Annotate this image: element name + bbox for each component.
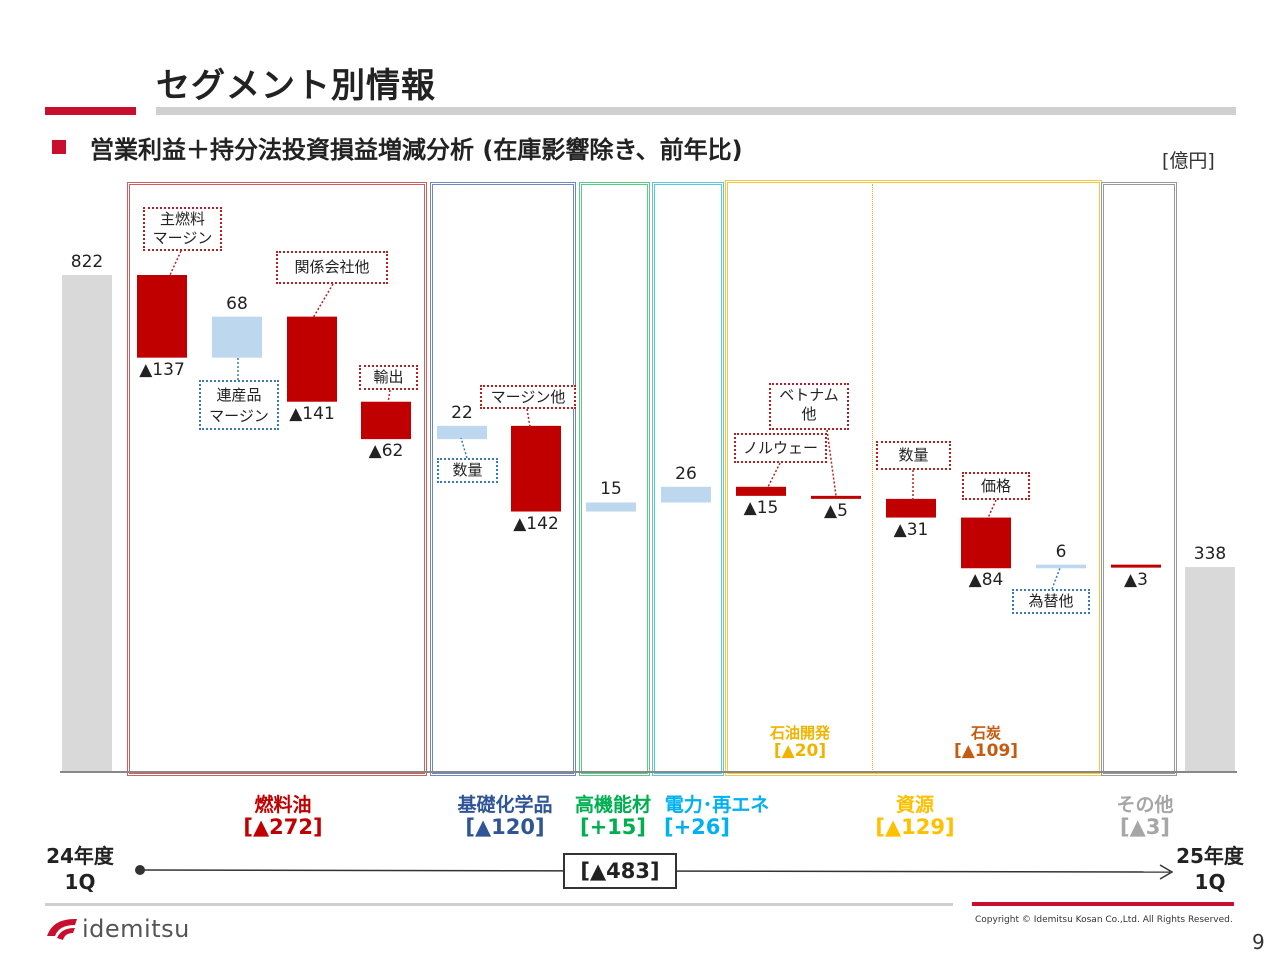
subsegment-label-coal: 石炭 <box>970 724 1001 742</box>
title-underline <box>156 107 1236 115</box>
bar-value-label: ▲142 <box>513 513 559 534</box>
callout-margin-other: マージン他 <box>480 385 576 409</box>
period-arrow-head <box>1159 864 1174 880</box>
total-change-box: [▲483] <box>563 853 677 889</box>
bar-value-label: 6 <box>1055 541 1067 562</box>
increase-bar <box>437 425 487 440</box>
decrease-bar <box>811 495 861 499</box>
bar-value-label: ▲137 <box>139 359 185 380</box>
decrease-bar <box>1111 564 1161 568</box>
total-bar <box>1185 567 1235 771</box>
idemitsu-logo-icon <box>47 918 77 940</box>
total-bar <box>62 275 112 771</box>
period-start-label: 24年度 1Q <box>46 844 114 894</box>
callout-volume-coal: 数量 <box>876 441 951 470</box>
page-title: セグメント別情報 <box>156 66 436 106</box>
increase-bar <box>1036 564 1086 569</box>
bar-value-label: ▲5 <box>824 500 848 521</box>
segment-label-resources: 資源 <box>895 794 934 816</box>
callout-main-fuel-margin: 主燃料 マージン <box>143 207 222 251</box>
subsegment-value-oil-dev: [▲20] <box>773 741 827 761</box>
bar-value-label: 22 <box>451 402 473 423</box>
waterfall-chart <box>62 250 1235 771</box>
increase-bar <box>661 486 711 503</box>
callout-norway: ノルウェー <box>734 433 827 463</box>
bullet-square-icon <box>52 140 66 154</box>
decrease-bar <box>361 401 411 440</box>
increase-bar <box>586 502 636 512</box>
bar-value-label: 338 <box>1193 544 1227 565</box>
callout-connector <box>460 437 468 459</box>
segment-value-resources: [▲129] <box>875 815 955 839</box>
callout-connector <box>1051 567 1061 590</box>
bar-value-label: ▲84 <box>968 570 1004 591</box>
callout-vietnam: ベトナム 他 <box>769 383 849 430</box>
footer-accent-rule <box>972 902 1234 906</box>
bar-value-label: ▲62 <box>368 441 404 462</box>
bar-value-label: ▲3 <box>1124 569 1148 590</box>
footer-rule <box>45 903 953 906</box>
decrease-bar <box>961 517 1011 569</box>
unit-label: [億円] <box>1162 150 1215 172</box>
callout-connector <box>987 499 997 519</box>
segment-frame-other <box>1101 182 1177 776</box>
chart-subtitle: 営業利益＋持分法投資損益増減分析 (在庫影響除き、前年比) <box>90 136 743 164</box>
decrease-bar <box>137 275 187 358</box>
segment-frame-power <box>652 182 724 776</box>
subsegment-value-coal: [▲109] <box>953 741 1019 761</box>
segment-frame-basic-chem <box>430 182 576 776</box>
segment-label-other: その他 <box>1116 794 1174 816</box>
segment-value-power: [+26] <box>663 815 730 839</box>
bar-value-label: ▲31 <box>893 519 929 540</box>
page-number: 9 <box>1252 930 1265 954</box>
copyright-text: Copyright © Idemitsu Kosan Co.,Ltd. All … <box>975 915 1233 925</box>
callout-connector <box>526 408 531 428</box>
callout-connector <box>767 462 781 488</box>
callout-connector <box>387 389 391 404</box>
bar-value-label: 68 <box>226 293 248 314</box>
segment-frame-resources <box>725 180 1102 776</box>
logo-wordmark: idemitsu <box>82 915 190 943</box>
callout-fx-other: 為替他 <box>1012 589 1090 614</box>
bar-value-label: ▲15 <box>743 497 779 518</box>
segment-frame-functional <box>579 182 650 776</box>
chart-baseline <box>60 771 1237 773</box>
callout-connector <box>169 250 182 276</box>
segment-label-functional: 高機能材 <box>574 794 651 816</box>
bar-value-label: ▲141 <box>289 403 335 424</box>
segment-frame-fuel-oil <box>127 182 427 776</box>
callout-connector <box>312 283 334 319</box>
period-end-label: 25年度 1Q <box>1176 844 1244 894</box>
title-accent-bar <box>45 107 136 115</box>
segment-label-basic-chem: 基礎化学品 <box>457 794 553 816</box>
callout-export: 輸出 <box>359 365 418 390</box>
segment-value-fuel-oil: [▲272] <box>243 815 323 839</box>
resources-divider <box>872 184 873 772</box>
decrease-bar <box>886 498 936 518</box>
bar-value-label: 15 <box>600 479 622 500</box>
segment-value-functional: [+15] <box>579 815 646 839</box>
decrease-bar <box>287 316 337 402</box>
callout-volume-chem: 数量 <box>437 458 498 483</box>
segment-label-power: 電力･再エネ <box>664 794 770 816</box>
segment-value-basic-chem: [▲120] <box>465 815 545 839</box>
bar-value-label: 822 <box>70 252 104 272</box>
callout-byproduct-margin: 連産品 マージン <box>199 380 279 430</box>
increase-bar <box>212 316 262 358</box>
segment-label-fuel-oil: 燃料油 <box>254 794 312 816</box>
bar-value-label: 26 <box>675 463 697 484</box>
callout-price: 価格 <box>962 472 1030 500</box>
decrease-bar <box>511 425 561 512</box>
callout-connector <box>826 429 837 497</box>
decrease-bar <box>736 486 786 496</box>
subsegment-label-oil-dev: 石油開発 <box>769 724 830 742</box>
segment-value-other: [▲3] <box>1120 815 1170 839</box>
callout-affiliates: 関係会社他 <box>276 251 388 284</box>
